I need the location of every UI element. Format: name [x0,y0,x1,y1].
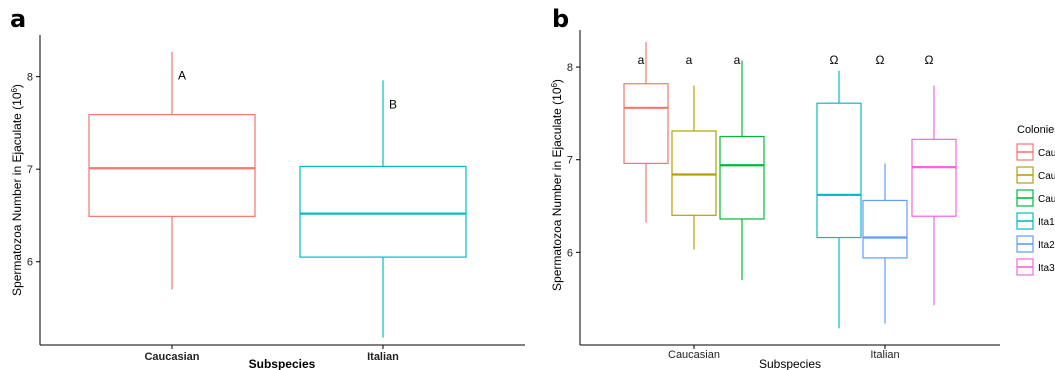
box-iqr [88,113,256,217]
box-iqr [719,135,765,220]
panel-a-x-axis-title: Subspecies [249,357,316,370]
panel-a-letter: a [10,5,26,33]
box-iqr [623,83,669,165]
box-ita3: Ω [911,53,957,306]
y-tick-label: 6 [567,247,573,259]
x-tick-label: Italian [367,351,399,363]
box-caucasian: A [88,51,256,290]
y-tick-label: 6 [27,257,33,269]
panel-b-legend: Colonies Cau Cau Cau Ita1 Ita2 Ita3 [1016,124,1055,276]
legend-item-cau1: Cau [1016,143,1055,161]
legend-item-cau3: Cau [1016,189,1055,207]
significance-label: a [734,53,741,67]
box-ita1: Ω [816,53,862,329]
y-tick-label: 7 [567,155,573,167]
legend-label: Ita1 [1038,217,1055,228]
box-cau2: a [671,53,717,250]
legend-item-cau2: Cau [1016,166,1055,184]
legend-item-ita1: Ita1 [1016,212,1055,230]
legend-label: Ita2 [1038,240,1055,251]
panel-b-x-axis-ticks: Caucasian Italian [668,345,900,361]
x-tick-label: Caucasian [668,349,720,361]
legend-label: Cau [1038,171,1055,182]
panel-a-y-axis-title: Spermatozoa Number in Ejaculate (106) [10,84,24,296]
box-iqr [299,165,467,258]
panel-a-boxes: AB [88,51,467,338]
box-italian: B [299,80,467,338]
box-iqr [816,102,862,239]
panel-b-y-axis-title: Spermatozoa Number in Ejaculate (106) [550,79,564,291]
significance-label: A [178,69,186,83]
panel-b-x-axis-title: Subspecies [759,357,821,370]
significance-label: a [638,53,645,67]
y-tick-label: 8 [27,72,33,84]
legend-item-ita3: Ita3 [1016,258,1055,276]
legend-title: Colonies [1017,124,1055,136]
x-tick-label: Caucasian [144,351,199,363]
significance-label: Ω [830,53,839,67]
box-iqr [862,199,908,259]
panel-a-chart: 678 Caucasian Italian AB Subspecies Sperm… [10,35,525,370]
y-tick-label: 8 [567,62,573,74]
legend-label: Ita3 [1038,263,1055,274]
panel-a-x-axis-ticks: Caucasian Italian [144,345,399,363]
panel-b-letter: b [552,5,569,33]
panel-b-y-axis-ticks: 6 7 8 [567,62,580,259]
significance-label: Ω [925,53,934,67]
significance-label: B [389,97,397,111]
significance-label: Ω [876,53,885,67]
legend-label: Cau [1038,148,1055,159]
box-ita2: Ω [862,53,908,324]
panel-a-y-axis-ticks: 6 7 8 [27,72,40,269]
panel-b-chart: 6 7 8 Caucasian Italian a a a Ω Ω Ω Subspecies S… [550,30,1055,370]
box-iqr [911,138,957,217]
x-tick-label: Italian [870,349,899,361]
y-tick-label: 7 [27,164,33,176]
box-cau1: a [623,42,669,223]
legend-item-ita2: Ita2 [1016,235,1055,253]
box-iqr [671,130,717,216]
box-cau3: a [719,53,765,281]
legend-label: Cau [1038,194,1055,205]
significance-label: a [686,53,693,67]
